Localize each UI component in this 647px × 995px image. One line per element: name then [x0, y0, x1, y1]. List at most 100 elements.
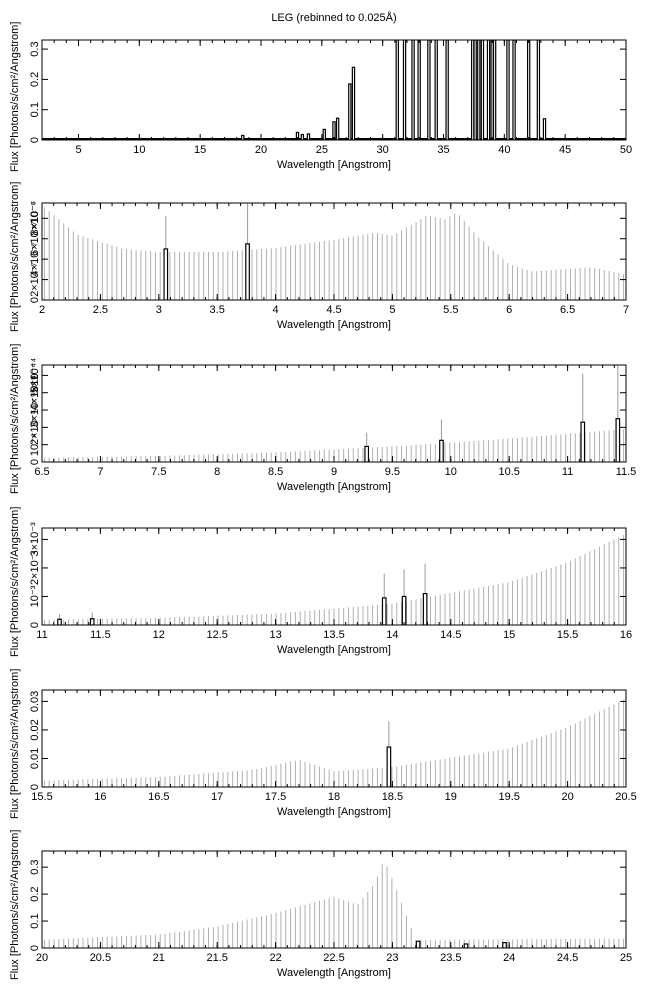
x-tick-label: 23 — [386, 952, 398, 964]
x-tick-label: 24.5 — [557, 952, 578, 964]
x-tick-label: 20.5 — [615, 791, 636, 803]
chart-panel-6: 20 20.5 21 21.5 22 22.5 23 23.5 24 24.5 25 0 0.1 0.2 0… — [9, 830, 632, 980]
y-tick-label: 0.2 — [29, 886, 41, 901]
data-bar — [89, 618, 95, 625]
y-tick-label: 0.3 — [29, 41, 41, 56]
y-axis-label: Flux [Photons/s/cm²/Angstrom] — [9, 182, 21, 332]
y-axis-label: Flux [Photons/s/cm²/Angstrom] — [9, 507, 21, 657]
data-bar — [402, 40, 407, 140]
x-axis-label: Wavelength [Angstrom] — [277, 481, 391, 493]
data-bar — [492, 40, 497, 140]
data-bar — [332, 121, 336, 140]
data-bar — [477, 40, 481, 140]
x-tick-label: 40 — [498, 144, 510, 156]
data-bar — [486, 40, 491, 140]
x-tick-label: 16.5 — [148, 791, 169, 803]
x-tick-label: 21.5 — [206, 952, 227, 964]
x-tick-label: 50 — [620, 144, 632, 156]
data-bar — [463, 943, 469, 948]
x-tick-label: 19 — [445, 791, 457, 803]
x-tick-label: 5 — [389, 304, 395, 316]
y-tick-label: 10⁻³ — [29, 585, 41, 607]
y-axis-label: Flux [Photons/s/cm²/Angstrom] — [9, 22, 21, 172]
x-tick-label: 20 — [36, 952, 48, 964]
x-axis-label: Wavelength [Angstrom] — [277, 319, 391, 331]
data-bar — [245, 243, 250, 300]
x-axis-label: Wavelength [Angstrom] — [277, 159, 391, 171]
y-tick-label: 4×10⁻⁷ — [29, 242, 41, 277]
x-tick-label: 21 — [153, 952, 165, 964]
chart-marks — [43, 534, 625, 625]
x-tick-label: 19.5 — [498, 791, 519, 803]
y-tick-label: 0 — [29, 945, 41, 951]
y-tick-label: 0 — [29, 459, 41, 465]
chart-marks — [43, 203, 625, 300]
figure-title: LEG (rebinned to 0.025Å) — [271, 11, 396, 24]
x-tick-label: 22 — [269, 952, 281, 964]
x-tick-label: 7 — [97, 466, 103, 478]
y-tick-label: 5×10⁻⁴ — [29, 357, 41, 393]
y-tick-label: 0.03 — [29, 691, 41, 712]
y-tick-label: 0.02 — [29, 719, 41, 740]
data-bar — [615, 418, 621, 462]
x-tick-label: 45 — [559, 144, 571, 156]
x-tick-label: 17.5 — [265, 791, 286, 803]
data-bar — [526, 40, 531, 140]
y-tick-label: 6×10⁻⁷ — [29, 221, 41, 256]
y-tick-label: 8×10⁻⁷ — [29, 201, 41, 236]
data-bar — [512, 40, 516, 140]
y-tick-label: 0.1 — [29, 102, 41, 117]
y-tick-label: 0.3 — [29, 860, 41, 875]
data-bar — [580, 421, 586, 462]
x-tick-label: 6.5 — [34, 466, 49, 478]
x-tick-label: 4 — [273, 304, 279, 316]
data-bar — [439, 439, 444, 462]
y-tick-label: 0 — [29, 622, 41, 628]
y-exponent-label: ×10⁻⁶ — [29, 201, 41, 230]
chart-panel-2: 2 2.5 3 3.5 4 4.5 5 5.5 6 6.5 7 02×10⁻⁷4×10⁻⁷6×10⁻⁷… — [9, 182, 629, 332]
chart-marks — [42, 40, 626, 140]
data-bar — [335, 117, 340, 140]
x-tick-label: 9 — [331, 466, 337, 478]
data-bar — [427, 40, 431, 140]
x-tick-label: 8 — [214, 466, 220, 478]
x-tick-label: 13 — [269, 629, 281, 641]
data-bar — [322, 128, 326, 140]
y-tick-label: 3×10⁻⁴ — [29, 392, 41, 428]
x-tick-label: 10 — [133, 144, 145, 156]
y-tick-label: 2×10⁻⁴ — [29, 409, 41, 445]
x-tick-label: 14.5 — [440, 629, 461, 641]
y-tick-label: 0 — [29, 297, 41, 303]
x-tick-label: 6 — [506, 304, 512, 316]
x-tick-label: 20.5 — [90, 952, 111, 964]
y-tick-label: 0 — [29, 784, 41, 790]
data-bar — [434, 40, 438, 140]
x-tick-label: 22.5 — [323, 952, 344, 964]
data-bar — [348, 83, 352, 140]
y-tick-label: 0.2 — [29, 72, 41, 87]
y-exponent-label: ×10⁻⁴ — [29, 363, 41, 392]
x-tick-label: 15 — [503, 629, 515, 641]
x-tick-label: 7 — [623, 304, 629, 316]
x-tick-label: 25 — [620, 952, 632, 964]
x-tick-label: 17 — [211, 791, 223, 803]
x-tick-label: 20 — [255, 144, 267, 156]
x-tick-label: 30 — [377, 144, 389, 156]
x-tick-label: 25 — [316, 144, 328, 156]
x-tick-label: 2 — [39, 304, 45, 316]
x-tick-label: 3 — [156, 304, 162, 316]
x-tick-label: 6.5 — [560, 304, 575, 316]
x-tick-label: 10 — [445, 466, 457, 478]
data-bar — [386, 746, 392, 787]
data-bar — [502, 942, 507, 948]
chart-panel-3: 6.5 7 7.5 8 8.5 9 9.5 10 10.5 11 11.5 0 10⁻⁴2×10⁻⁴3×… — [9, 344, 636, 494]
x-tick-label: 3.5 — [210, 304, 225, 316]
x-tick-label: 16 — [94, 791, 106, 803]
x-tick-label: 15.5 — [31, 791, 52, 803]
x-tick-label: 14 — [386, 629, 398, 641]
data-bar — [300, 133, 305, 140]
y-tick-label: 0.1 — [29, 913, 41, 928]
y-axis-label: Flux [Photons/s/cm²/Angstrom] — [9, 669, 21, 819]
